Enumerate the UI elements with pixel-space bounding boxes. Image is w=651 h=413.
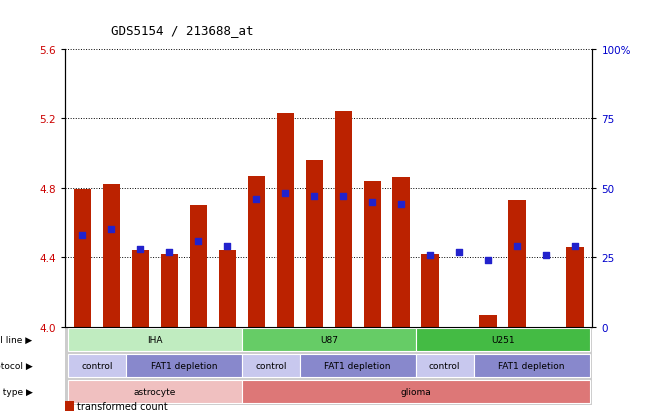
Point [570,243,580,250]
Point [454,249,464,255]
Point [483,257,493,264]
Point [512,243,522,250]
Bar [479,315,497,327]
FancyBboxPatch shape [416,354,474,377]
Bar [450,327,468,413]
Text: transformed count: transformed count [77,401,167,411]
Point [541,252,551,258]
FancyBboxPatch shape [299,354,416,377]
Point [77,232,88,239]
Bar [566,247,584,327]
FancyBboxPatch shape [242,354,299,377]
Text: cell line ▶: cell line ▶ [0,335,33,344]
Point [106,227,117,233]
Text: U251: U251 [491,335,514,344]
FancyBboxPatch shape [416,328,590,351]
Text: control: control [81,361,113,370]
Bar [247,176,265,327]
Bar [421,254,439,327]
Bar [537,327,555,413]
Bar [74,190,91,327]
Bar [393,178,410,327]
Point [396,202,406,208]
Bar [508,200,526,327]
Text: FAT1 depletion: FAT1 depletion [150,361,217,370]
FancyBboxPatch shape [242,328,416,351]
Bar [305,161,323,327]
FancyBboxPatch shape [474,354,590,377]
Bar [103,185,120,327]
Point [338,193,348,200]
Bar [277,114,294,327]
Point [135,246,146,253]
Point [222,243,232,250]
FancyBboxPatch shape [68,328,242,351]
Point [280,190,290,197]
FancyBboxPatch shape [126,354,242,377]
Text: control: control [255,361,286,370]
Bar [335,112,352,327]
Point [425,252,436,258]
Point [309,193,320,200]
Text: glioma: glioma [400,387,431,396]
Text: control: control [429,361,460,370]
FancyBboxPatch shape [68,380,242,404]
Text: FAT1 depletion: FAT1 depletion [498,361,565,370]
Text: protocol ▶: protocol ▶ [0,361,33,370]
Text: FAT1 depletion: FAT1 depletion [324,361,391,370]
Bar [161,254,178,327]
Bar [219,251,236,327]
Text: GDS5154 / 213688_at: GDS5154 / 213688_at [111,24,253,37]
Text: U87: U87 [320,335,338,344]
Text: IHA: IHA [147,335,163,344]
FancyBboxPatch shape [68,354,126,377]
Point [164,249,174,255]
Bar [363,181,381,327]
Text: astrocyte: astrocyte [133,387,176,396]
Point [367,199,378,206]
Bar [132,251,149,327]
FancyBboxPatch shape [242,380,590,404]
Point [193,238,204,244]
Text: cell type ▶: cell type ▶ [0,387,33,396]
Bar [189,206,207,327]
Point [251,196,262,203]
